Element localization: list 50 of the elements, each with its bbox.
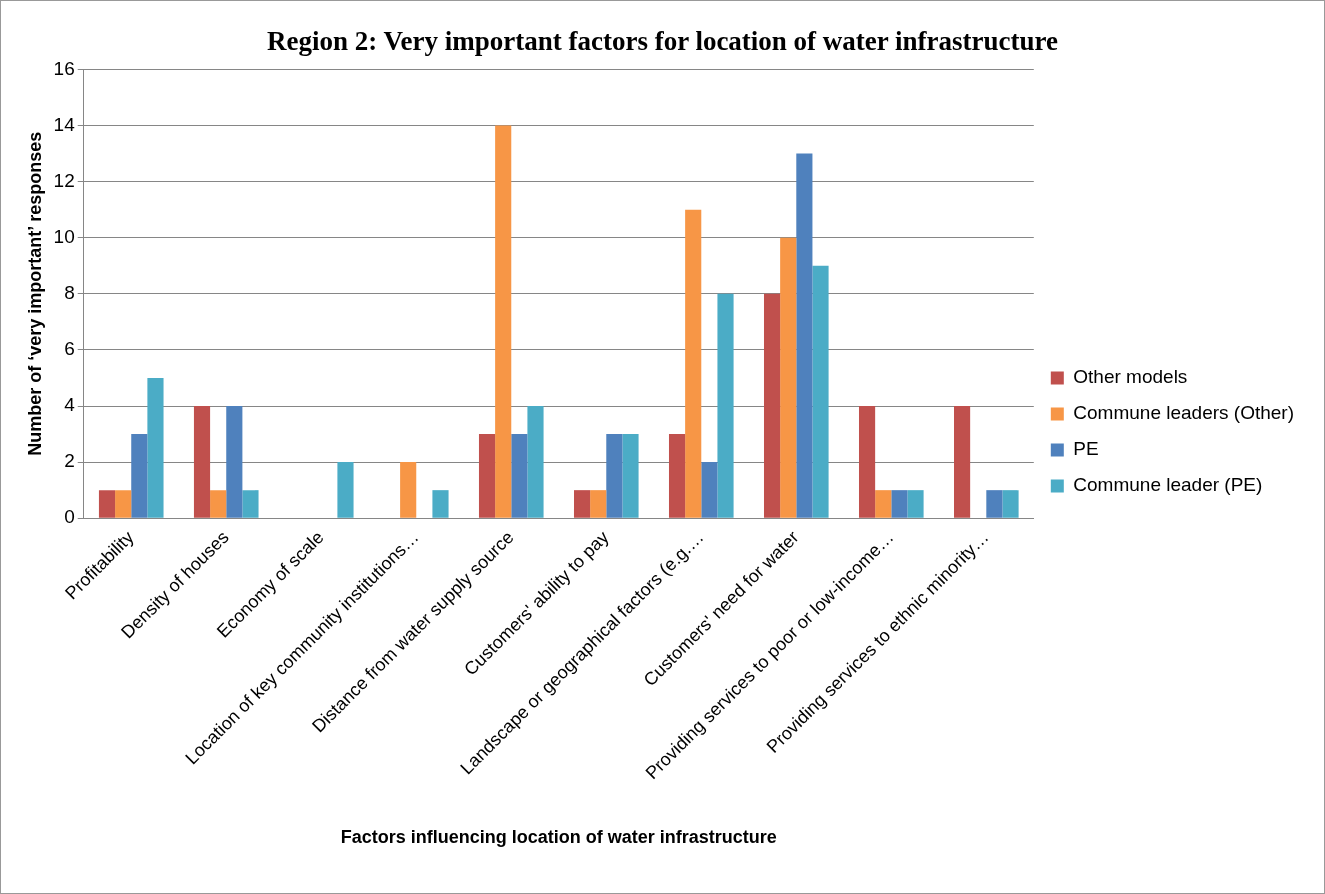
bar — [131, 434, 148, 518]
bar — [210, 490, 227, 518]
y-tick-label: 2 — [64, 450, 75, 472]
bar — [511, 434, 528, 518]
bar — [780, 237, 797, 518]
bar — [478, 434, 496, 518]
bar — [226, 406, 243, 518]
bar — [717, 293, 734, 518]
bar — [859, 406, 876, 518]
bar — [875, 490, 892, 518]
legend-label: Commune leader (PE) — [1073, 474, 1263, 496]
bar — [242, 490, 259, 518]
bar — [1002, 490, 1019, 518]
bar — [668, 434, 686, 518]
bar — [796, 153, 813, 518]
x-axis-title: Factors influencing location of water infrastructure — [340, 827, 777, 848]
bar — [495, 125, 512, 518]
bar — [432, 490, 449, 518]
y-tick-label: 12 — [53, 169, 75, 191]
bar — [812, 265, 829, 518]
bar — [573, 490, 591, 518]
y-tick-label: 6 — [64, 338, 75, 360]
chart-title: Region 2: Very important factors for location of water infrastructure — [266, 26, 1059, 57]
y-tick-label: 8 — [64, 282, 75, 304]
bar — [98, 490, 116, 518]
legend-label: PE — [1073, 438, 1099, 460]
bar — [527, 406, 544, 518]
bar — [907, 490, 924, 518]
bar — [590, 490, 607, 518]
y-tick-label: 14 — [53, 113, 76, 135]
y-tick-label: 10 — [53, 225, 75, 247]
y-tick-label: 4 — [64, 394, 76, 416]
bar — [622, 434, 639, 518]
bar — [701, 462, 718, 518]
bar — [606, 434, 623, 518]
bar — [763, 293, 781, 518]
y-axis-title: Number of ‘very important’ responses — [24, 131, 45, 456]
y-tick-label: 16 — [53, 57, 75, 79]
bar — [115, 490, 132, 518]
bar — [193, 406, 211, 518]
legend-label: Other models — [1073, 366, 1188, 388]
bar — [337, 462, 354, 518]
bar — [891, 490, 908, 518]
y-tick-label: 0 — [64, 506, 75, 528]
legend-label: Commune leaders (Other) — [1073, 402, 1295, 424]
bar — [685, 209, 702, 518]
bar — [954, 406, 971, 518]
bar — [147, 377, 164, 518]
bar — [986, 490, 1003, 518]
bar — [400, 462, 417, 518]
